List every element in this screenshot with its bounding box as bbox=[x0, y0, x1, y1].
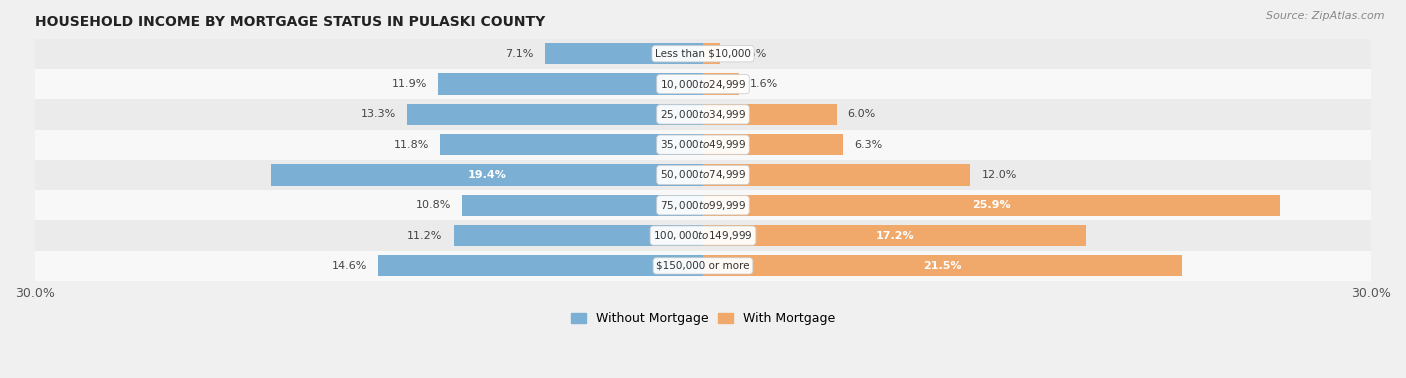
Text: $75,000 to $99,999: $75,000 to $99,999 bbox=[659, 199, 747, 212]
Text: $25,000 to $34,999: $25,000 to $34,999 bbox=[659, 108, 747, 121]
Bar bbox=[0, 160, 1406, 190]
Bar bbox=[463, 195, 703, 216]
Text: 7.1%: 7.1% bbox=[505, 49, 534, 59]
Bar bbox=[0, 69, 1406, 99]
Bar bbox=[703, 225, 1085, 246]
Bar bbox=[0, 99, 1406, 130]
Legend: Without Mortgage, With Mortgage: Without Mortgage, With Mortgage bbox=[565, 307, 841, 330]
Bar bbox=[0, 39, 1406, 69]
Text: 0.75%: 0.75% bbox=[731, 49, 766, 59]
Bar bbox=[0, 190, 1406, 220]
Bar bbox=[703, 73, 738, 94]
Bar bbox=[271, 164, 703, 186]
Bar bbox=[378, 255, 703, 276]
Bar bbox=[703, 255, 1182, 276]
Text: 14.6%: 14.6% bbox=[332, 261, 367, 271]
Bar bbox=[703, 164, 970, 186]
Text: 6.0%: 6.0% bbox=[848, 109, 876, 119]
Text: 1.6%: 1.6% bbox=[749, 79, 778, 89]
Bar bbox=[546, 43, 703, 64]
Text: 13.3%: 13.3% bbox=[360, 109, 395, 119]
Text: 25.9%: 25.9% bbox=[972, 200, 1011, 210]
Bar bbox=[703, 134, 844, 155]
Bar bbox=[454, 225, 703, 246]
Bar bbox=[703, 195, 1279, 216]
Bar bbox=[0, 220, 1406, 251]
Text: Less than $10,000: Less than $10,000 bbox=[655, 49, 751, 59]
Text: 17.2%: 17.2% bbox=[875, 231, 914, 240]
Text: 11.8%: 11.8% bbox=[394, 140, 429, 150]
Text: $10,000 to $24,999: $10,000 to $24,999 bbox=[659, 77, 747, 91]
Bar bbox=[0, 251, 1406, 281]
Text: HOUSEHOLD INCOME BY MORTGAGE STATUS IN PULASKI COUNTY: HOUSEHOLD INCOME BY MORTGAGE STATUS IN P… bbox=[35, 15, 546, 29]
Text: $50,000 to $74,999: $50,000 to $74,999 bbox=[659, 169, 747, 181]
Text: $100,000 to $149,999: $100,000 to $149,999 bbox=[654, 229, 752, 242]
Text: Source: ZipAtlas.com: Source: ZipAtlas.com bbox=[1267, 11, 1385, 21]
Text: 21.5%: 21.5% bbox=[924, 261, 962, 271]
Text: $150,000 or more: $150,000 or more bbox=[657, 261, 749, 271]
Bar bbox=[703, 104, 837, 125]
Text: 12.0%: 12.0% bbox=[981, 170, 1017, 180]
Bar bbox=[439, 73, 703, 94]
Text: 11.2%: 11.2% bbox=[408, 231, 443, 240]
Bar bbox=[703, 43, 720, 64]
Text: 10.8%: 10.8% bbox=[416, 200, 451, 210]
Bar bbox=[0, 130, 1406, 160]
Text: 11.9%: 11.9% bbox=[391, 79, 427, 89]
Text: 19.4%: 19.4% bbox=[468, 170, 506, 180]
Text: $35,000 to $49,999: $35,000 to $49,999 bbox=[659, 138, 747, 151]
Bar bbox=[440, 134, 703, 155]
Text: 6.3%: 6.3% bbox=[855, 140, 883, 150]
Bar bbox=[406, 104, 703, 125]
